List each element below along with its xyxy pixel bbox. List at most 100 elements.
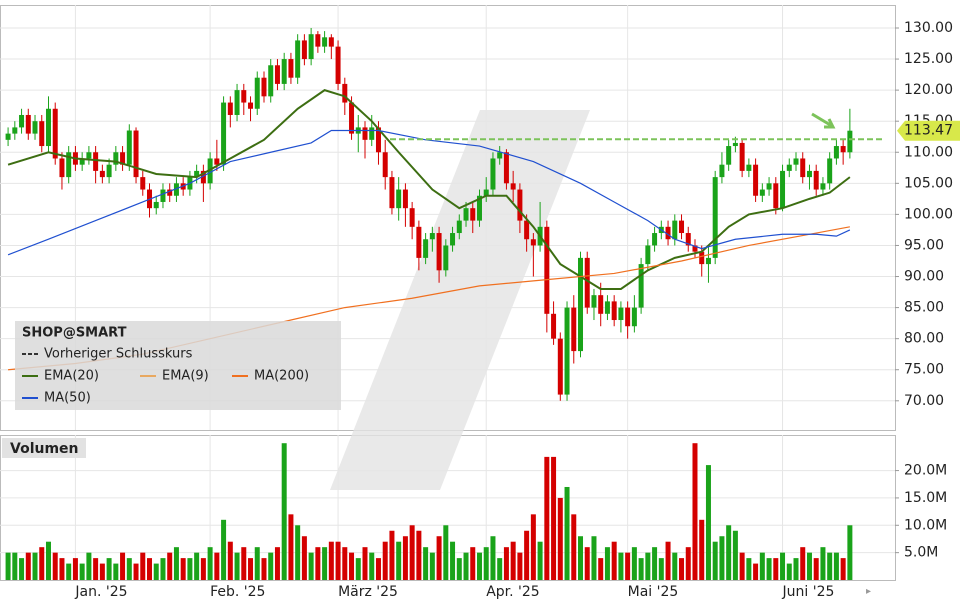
candle-body — [665, 226, 671, 240]
candle-body — [625, 307, 631, 327]
candle-body — [93, 152, 99, 171]
candle-body — [746, 164, 752, 171]
y-tick-label: 70.00 — [904, 393, 944, 409]
candle-body — [113, 152, 119, 165]
candle-body — [274, 65, 280, 84]
candle-body — [679, 220, 685, 234]
volume-bar — [328, 541, 334, 580]
volume-bar — [530, 514, 536, 580]
candle-body — [160, 189, 166, 202]
volume-bar — [248, 558, 254, 580]
volume-bar — [820, 547, 826, 580]
candle-body — [173, 183, 179, 196]
volume-bar — [369, 552, 375, 580]
candle-body — [281, 59, 287, 84]
candle-body — [638, 264, 644, 308]
ma-line — [7, 129, 851, 256]
volume-bar — [160, 558, 166, 580]
legend-label: MA(50) — [44, 391, 91, 406]
candle-body — [99, 170, 105, 178]
candle-body — [652, 233, 658, 246]
ma-line — [7, 89, 851, 290]
volume-bar — [611, 541, 617, 580]
x-tick-label: März '25 — [338, 584, 398, 600]
candle-body — [712, 177, 718, 258]
volume-bar — [99, 563, 105, 580]
last-price-tag — [897, 120, 960, 141]
volume-bar — [692, 443, 698, 580]
volume-bar — [524, 530, 530, 580]
volume-bar — [234, 552, 240, 580]
volume-bar — [409, 525, 415, 580]
y-tick-label: 90.00 — [904, 269, 944, 285]
candle-body — [106, 164, 112, 178]
candle-body — [443, 245, 449, 271]
volume-bar — [180, 558, 186, 580]
volume-bar — [335, 541, 341, 580]
candle-body — [167, 189, 173, 196]
last-price-label: 113.47 — [904, 123, 953, 139]
legend-label: EMA(9) — [162, 369, 209, 384]
volume-bar — [200, 558, 206, 580]
volume-bar — [537, 541, 543, 580]
volume-bar — [423, 547, 429, 580]
candle-body — [288, 59, 294, 78]
volume-bar — [766, 558, 772, 580]
watermark — [330, 110, 590, 490]
candle-body — [59, 158, 65, 178]
candle-body — [375, 127, 381, 153]
volume-bar — [342, 547, 348, 580]
candle-body — [598, 295, 604, 314]
volume-bar — [746, 558, 752, 580]
candle-body — [699, 251, 705, 265]
volume-bar — [578, 536, 584, 580]
volume-bar — [12, 552, 18, 580]
candle-body — [429, 233, 435, 240]
volume-bar — [658, 558, 664, 580]
candle-body — [833, 146, 839, 159]
candle-body — [254, 77, 260, 109]
candle-body — [234, 90, 240, 115]
candle-body — [766, 183, 772, 190]
candle-body — [476, 195, 482, 221]
candle-body — [315, 34, 321, 47]
candle-body — [800, 158, 806, 178]
candle-body — [66, 152, 72, 178]
candle-body — [79, 158, 85, 165]
volume-bar — [221, 519, 227, 580]
volume-bar — [604, 547, 610, 580]
candle-body — [241, 90, 247, 103]
candle-body — [261, 77, 267, 97]
volume-bar — [214, 552, 220, 580]
candle-body — [207, 158, 213, 184]
x-tick-label: Jan. '25 — [74, 584, 127, 600]
volume-bar — [322, 547, 328, 580]
volume-bar — [79, 563, 85, 580]
volume-bar — [739, 552, 745, 580]
volume-bar — [806, 552, 812, 580]
candle-body — [450, 233, 456, 246]
candle-body — [295, 40, 301, 78]
volume-bar — [618, 552, 624, 580]
candle-body — [126, 130, 132, 165]
candle-body — [39, 121, 45, 147]
y-tick-label: 110.00 — [904, 144, 953, 160]
candle-body — [133, 130, 139, 178]
volume-bar — [416, 530, 422, 580]
volume-bar — [133, 563, 139, 580]
volume-bar — [726, 525, 732, 580]
volume-bar — [436, 536, 442, 580]
volume-bar — [840, 558, 846, 580]
volume-bar — [153, 563, 159, 580]
volume-bar — [32, 552, 38, 580]
volume-bar — [72, 558, 78, 580]
candle-body — [813, 170, 819, 190]
volume-bar — [227, 541, 233, 580]
volume-bar — [652, 547, 658, 580]
volume-bar — [147, 558, 153, 580]
volume-bar — [827, 552, 833, 580]
candle-body — [456, 220, 462, 234]
volume-bar — [382, 541, 388, 580]
legend-title: SHOP@SMART — [22, 326, 127, 341]
volume-bar — [120, 552, 126, 580]
